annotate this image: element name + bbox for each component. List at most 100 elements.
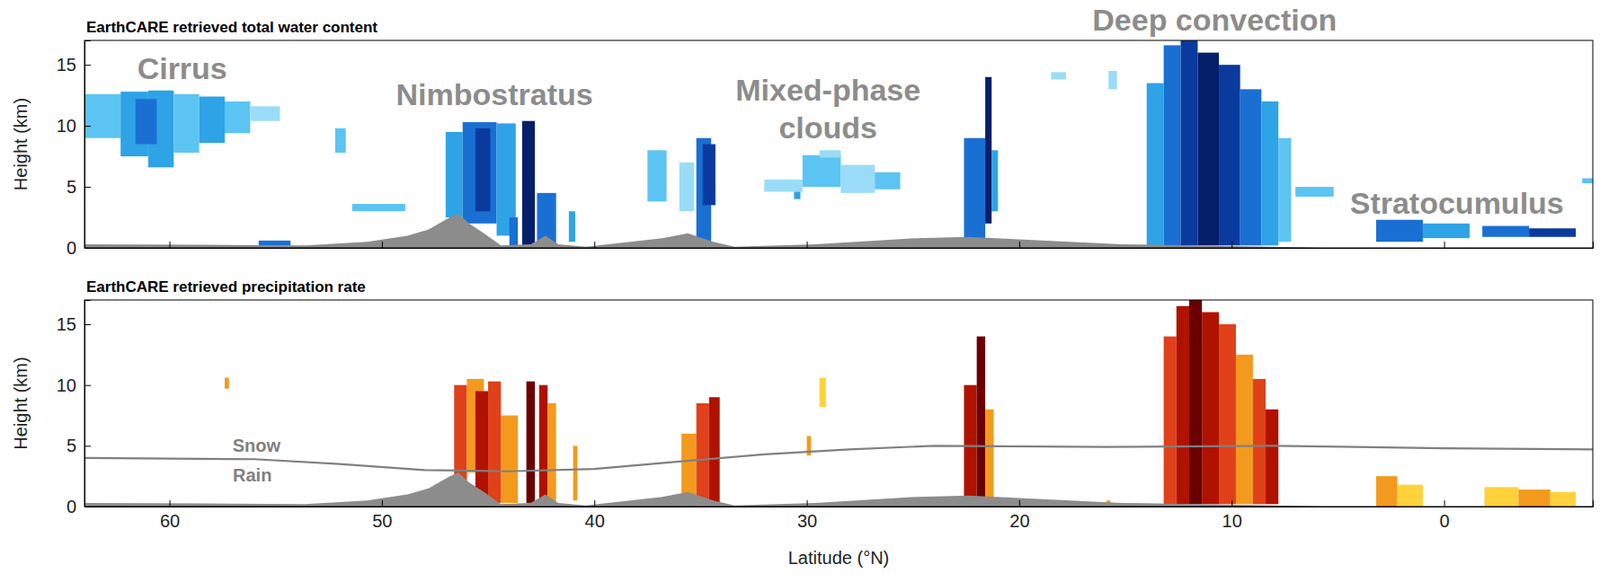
cell [1197,53,1219,247]
cell [840,165,875,194]
x-tick-label: 60 [160,511,180,532]
cell [1253,379,1266,505]
annotation: Cirrus [137,51,228,86]
y-tick: 5 [66,177,91,197]
y-tick-label: 0 [66,497,77,517]
x-tick-mark [1019,241,1021,249]
freezing-level [84,445,1593,472]
y-tick: 0 [66,238,91,258]
cell [1397,485,1423,507]
x-tick [807,241,809,249]
y-tick-mark [84,186,91,188]
plot-frame [84,40,1593,249]
cell [1146,83,1165,247]
cell [696,403,710,504]
x-tick: 60 [160,500,180,532]
y-tick: 15 [56,54,91,75]
x-tick: 10 [1222,500,1243,532]
cell [445,132,463,218]
panel-title: EarthCARE retrieved total water content [86,18,378,36]
cell [1484,487,1519,507]
cell [224,101,250,134]
cell [1261,101,1279,246]
x-tick-label: 40 [585,511,605,532]
x-tick-mark [382,500,383,507]
y-axis: 0 5 10 15 [56,41,91,258]
annotation: Nimbostratus [396,77,594,112]
cell [488,382,501,504]
cell [526,382,535,504]
y-axis-title: Height (km) [10,356,31,450]
y-tick-mark [84,248,91,249]
x-tick-label: 0 [1440,511,1450,532]
y-tick-label: 10 [56,115,77,136]
cell [500,416,518,504]
phase-label: Rain [232,465,272,486]
x-tick [1231,241,1233,249]
cell [258,240,291,246]
y-axis-title: Height (km) [10,97,31,191]
x-tick-mark [169,500,171,507]
cell [1218,324,1236,505]
y-tick-mark [84,506,91,508]
cell [475,391,489,503]
x-tick-mark [594,500,596,507]
x-tick: 50 [372,500,392,532]
cell [199,97,225,144]
cell [1240,88,1263,246]
cell [977,337,986,506]
x-tick-mark [1444,500,1446,507]
x-tick [594,241,596,249]
cell [1528,228,1576,238]
cell [679,162,695,212]
x-axis-line [85,500,1594,508]
cell [173,94,199,153]
y-tick: 10 [56,375,91,396]
cell [1189,300,1202,505]
cell [764,179,803,193]
plot-area [84,40,1593,249]
x-tick-mark [594,241,596,249]
cell [1164,337,1177,506]
panel: 0 5 10 15 EarthCARE retrieved total water co… [10,2,1594,258]
cell [1265,409,1279,506]
y-tick: 5 [66,435,91,456]
x-tick-mark [807,500,809,507]
cell [1518,489,1550,507]
y-axis: 0 5 10 15 [56,301,91,517]
cell [249,106,280,121]
x-axis-line [85,241,1594,249]
cell [84,94,121,139]
x-tick-mark [1019,500,1021,507]
y-tick-label: 15 [56,314,77,335]
cell [1376,220,1423,242]
plot-area [84,300,1593,507]
cell [1218,64,1241,246]
x-tick-mark [1444,241,1446,249]
surface-elevation [84,472,1593,507]
plot-frame [84,300,1593,507]
y-axis-line [85,301,92,508]
cell [1295,186,1334,197]
x-tick: 40 [585,500,605,532]
cell [1482,226,1529,238]
x-tick [169,241,171,249]
cell [985,77,992,224]
cell [462,122,498,224]
cell [135,98,158,144]
cell [819,378,827,408]
x-axis [85,241,1594,249]
y-tick-mark [84,445,91,447]
cell [874,172,900,190]
x-tick-label: 30 [797,511,818,532]
x-tick: 20 [1009,500,1030,532]
cell [509,217,518,246]
cell [793,191,800,199]
cell [647,150,667,202]
cell [802,155,842,187]
y-tick-mark [84,385,91,387]
y-tick-label: 15 [56,54,77,75]
x-tick-mark [807,241,809,249]
cell [522,121,535,247]
y-tick-mark [84,324,91,326]
